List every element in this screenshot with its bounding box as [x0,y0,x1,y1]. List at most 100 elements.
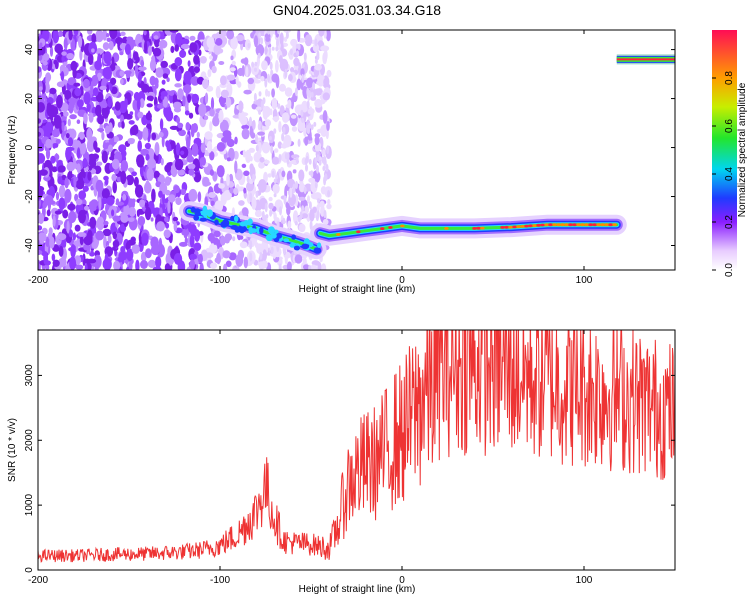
snr-line [38,330,675,563]
colorbar-tick-label: 0.6 [724,119,735,133]
ridge-blob [234,215,239,222]
noise-blob [310,91,314,98]
noise-blob [188,112,194,119]
ridge-hotspot [604,223,609,227]
noise-blob [152,47,162,57]
noise-blob [257,131,265,136]
ridge-hotspot [472,227,477,230]
noise-blob [265,37,271,42]
noise-blob [87,153,97,166]
noise-blob [304,205,310,214]
noise-blob [316,50,320,60]
spectrogram-x-ticks: -200 -100 0 100 [28,30,593,286]
noise-blob [169,90,175,96]
noise-blob [204,131,213,140]
ridge-hotspot [552,223,557,227]
noise-blob [184,110,190,116]
noise-blob [219,119,229,133]
noise-blob [128,261,133,270]
noise-blob [174,68,182,82]
noise-blob [242,149,246,158]
ridge-hotspot [592,223,597,227]
noise-blob [126,248,134,262]
noise-blob [275,174,279,180]
noise-blob [122,193,127,201]
noise-blob [56,94,63,109]
noise-blob [259,157,265,163]
noise-blob [84,205,90,211]
ridge-hotspot [444,227,449,230]
noise-blob [326,203,332,210]
noise-blob [69,114,77,120]
noise-blob [133,91,140,101]
noise-blob [97,115,105,125]
noise-blob [114,101,121,111]
noise-blob [230,55,234,61]
noise-blob [241,124,250,130]
noise-blob [86,127,93,142]
noise-blob [201,156,206,166]
noise-blob [275,60,279,73]
noise-blob [179,49,187,59]
noise-blob [174,57,183,67]
noise-blob [321,263,327,270]
noise-blob [223,263,228,270]
noise-blob [158,39,168,49]
noise-blob [87,53,94,65]
noise-blob [94,60,102,71]
noise-blob [175,32,183,47]
noise-blob [66,53,75,60]
noise-blob [292,183,296,194]
noise-blob [55,191,60,201]
noise-blob [272,183,280,194]
noise-blob [58,185,66,198]
noise-blob [226,74,236,81]
noise-blob [95,230,105,241]
noise-blob [289,187,293,198]
noise-blob [259,251,263,260]
noise-blob [45,138,53,149]
noise-blob [63,37,68,50]
noise-blob [146,167,154,181]
noise-blob [151,132,157,141]
noise-blob [218,109,224,123]
noise-blob [278,153,282,163]
noise-blob [267,90,271,97]
noise-blob [162,73,169,79]
noise-blob [326,120,330,132]
noise-blob [83,244,91,251]
noise-blob [64,188,72,203]
noise-blob [151,188,156,203]
noise-blob [245,149,252,163]
ridge-hotspot [532,224,537,228]
x-tick-label: 0 [399,275,405,286]
noise-blob [209,169,214,176]
noise-blob [137,140,142,152]
y-tick-label: 40 [24,44,35,56]
noise-blob [314,63,322,71]
noise-blob [294,87,298,97]
noise-blob [316,210,320,219]
noise-blob [133,176,139,187]
noise-blob [209,243,218,254]
noise-blob [167,194,176,203]
noise-blob [174,44,179,52]
noise-blob [177,169,186,176]
colorbar-tick-label: 0.2 [724,215,735,229]
noise-blob [272,116,280,121]
noise-blob [145,153,150,161]
noise-blob [216,142,226,152]
noise-blob [314,157,318,164]
x-tick-label: -100 [210,275,230,286]
noise-blob [261,210,265,221]
noise-blob [58,197,66,211]
noise-blob [204,92,209,104]
noise-blob [55,153,59,163]
noise-blob [278,121,282,133]
noise-blob [199,262,204,270]
ridge-blob [267,226,275,235]
noise-blob [55,138,61,144]
noise-blob [316,164,319,174]
noise-blob [287,99,292,109]
ridge-blob [239,221,247,227]
